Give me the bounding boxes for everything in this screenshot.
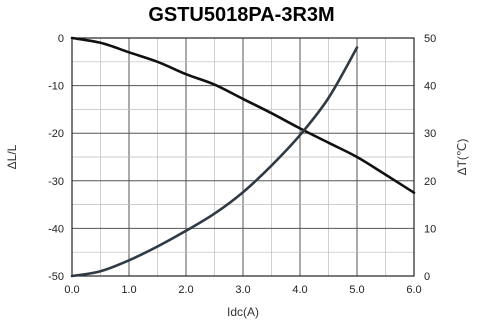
y-left-tick-label: -20 [48, 128, 64, 140]
y-right-tick-label: 0 [424, 271, 430, 283]
x-tick-label: 5.0 [349, 284, 364, 296]
series-line-inductance-change [70, 36, 416, 194]
y-right-tick-label: 20 [424, 176, 436, 188]
tick-labels: 0.0 1.0 2.0 3.0 4.0 5.0 6.00-10-20-30-40-50504… [48, 33, 436, 296]
x-tick-label: 1.0 [121, 284, 136, 296]
y-left-tick-label: 0 [58, 33, 64, 45]
x-tick-label: 2.0 [178, 284, 193, 296]
x-axis-label: Idc(A) [227, 305, 259, 319]
y-axis-left-label: ΔL/L [5, 144, 19, 169]
y-right-tick-label: 40 [424, 81, 436, 93]
y-axis-right-label: ΔT(℃) [455, 139, 469, 176]
chart-title: GSTU5018PA-3R3M [148, 4, 335, 26]
y-right-tick-label: 50 [424, 33, 436, 45]
series-line-temperature-rise [70, 46, 359, 278]
x-tick-label: 4.0 [292, 284, 307, 296]
y-left-tick-label: -10 [48, 81, 64, 93]
x-tick-label: 3.0 [235, 284, 250, 296]
x-tick-label: 6.0 [406, 284, 421, 296]
y-right-tick-label: 10 [424, 223, 436, 235]
y-left-tick-label: -50 [48, 271, 64, 283]
y-left-tick-label: -30 [48, 176, 64, 188]
series-lines [70, 36, 416, 278]
x-tick-label: 0.0 [64, 284, 79, 296]
y-left-tick-label: -40 [48, 223, 64, 235]
y-right-tick-label: 30 [424, 128, 436, 140]
plot-frame [71, 37, 415, 277]
